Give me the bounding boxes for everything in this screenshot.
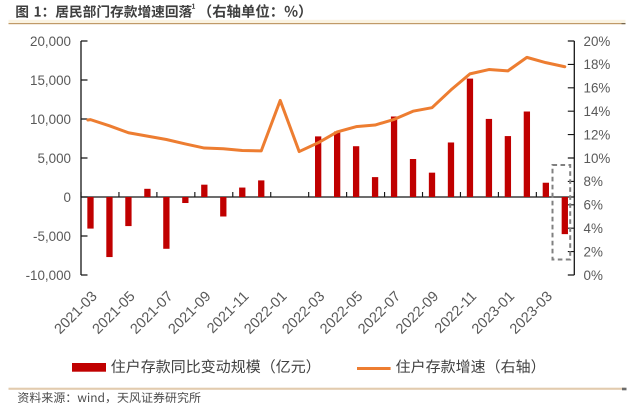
svg-text:4%: 4% [584, 221, 603, 236]
svg-text:-5,000: -5,000 [33, 229, 71, 244]
svg-text:8%: 8% [584, 174, 603, 189]
svg-text:6%: 6% [584, 198, 603, 213]
svg-text:0: 0 [64, 190, 71, 205]
svg-text:20%: 20% [584, 34, 611, 49]
svg-text:12%: 12% [584, 127, 611, 142]
svg-text:15,000: 15,000 [30, 73, 71, 88]
svg-text:2%: 2% [584, 244, 603, 259]
svg-text:10%: 10% [584, 151, 611, 166]
svg-text:5,000: 5,000 [37, 151, 71, 166]
svg-text:-10,000: -10,000 [26, 268, 71, 283]
svg-text:18%: 18% [584, 57, 611, 72]
svg-text:0%: 0% [584, 268, 603, 283]
svg-text:20,000: 20,000 [30, 34, 71, 49]
svg-text:16%: 16% [584, 81, 611, 96]
svg-text:14%: 14% [584, 104, 611, 119]
svg-text:10,000: 10,000 [30, 112, 71, 127]
